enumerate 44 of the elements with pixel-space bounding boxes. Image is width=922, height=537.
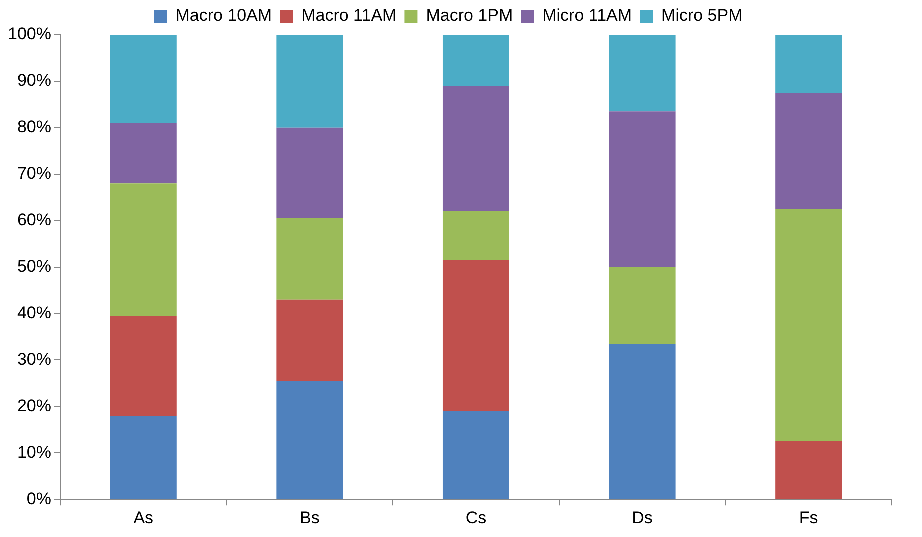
y-tick-label: 60% [17, 210, 52, 230]
x-tick-label: As [134, 508, 154, 528]
bar [110, 35, 177, 124]
bar [110, 316, 177, 416]
bar [776, 442, 842, 500]
bar [776, 209, 842, 442]
bar [110, 123, 177, 184]
bar [276, 35, 344, 128]
bar [609, 112, 676, 268]
y-tick-label: 90% [17, 71, 52, 90]
y-tick-label: 20% [17, 396, 52, 416]
bar [776, 35, 842, 94]
bar [609, 344, 676, 500]
legend-label: Micro 11AM [542, 6, 632, 26]
y-tick-label: 10% [17, 442, 52, 462]
bar [110, 184, 177, 316]
y-tick-label: 0% [26, 489, 52, 508]
bar [442, 86, 510, 212]
y-tick-label: 40% [17, 303, 52, 322]
bar [442, 35, 510, 86]
x-tick-label: Bs [300, 508, 320, 528]
bar [276, 381, 344, 500]
legend-label: Macro 1PM [426, 6, 514, 26]
bar [609, 267, 676, 344]
bar [110, 416, 177, 500]
bar [442, 411, 510, 500]
x-tick-label: Fs [799, 508, 818, 528]
legend-label: Macro 11AM [302, 6, 397, 26]
y-tick-label: 80% [17, 118, 52, 137]
y-tick-label: 100% [8, 24, 52, 44]
legend-label: Micro 5PM [662, 6, 743, 26]
y-tick-label: 30% [17, 350, 52, 369]
bar [276, 218, 344, 300]
bar [609, 35, 676, 112]
bar [276, 128, 344, 219]
legend-label: Macro 10AM [176, 6, 272, 26]
bar [776, 93, 842, 210]
x-tick-label: Ds [632, 508, 653, 528]
bar [442, 212, 510, 260]
x-tick-label: Cs [466, 508, 487, 528]
y-tick-label: 70% [17, 164, 52, 184]
bar [276, 300, 344, 382]
y-tick-label: 50% [17, 256, 52, 276]
bar [442, 260, 510, 412]
